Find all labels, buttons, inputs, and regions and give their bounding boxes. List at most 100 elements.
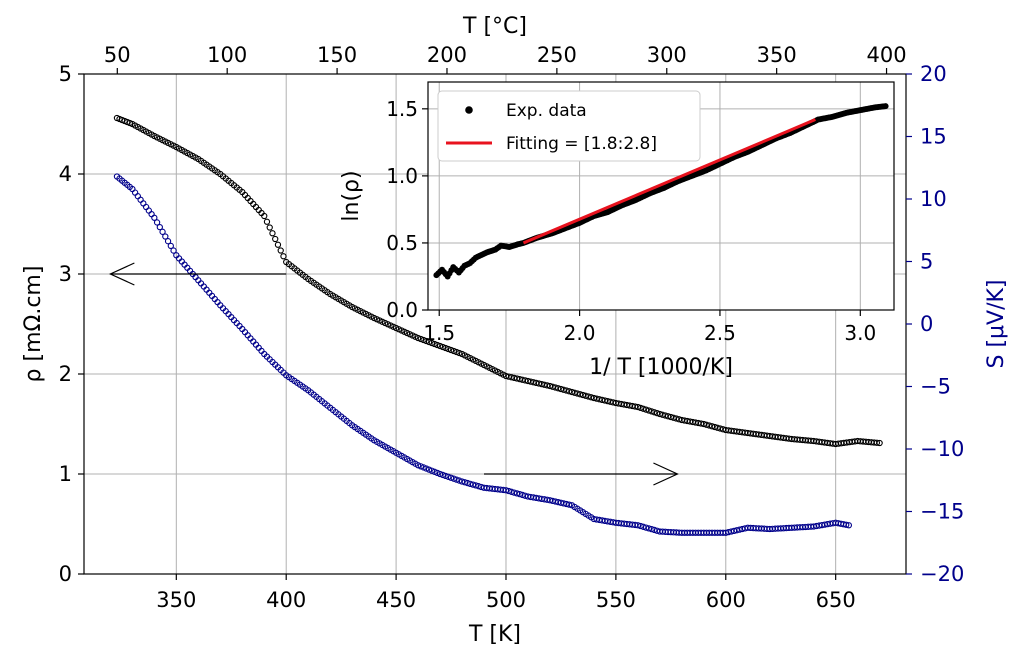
left-y-tick-label: 0 [59,562,72,586]
resistivity-point [714,424,721,431]
resistivity-point [568,388,576,396]
resistivity-point [442,344,449,352]
resistivity-point [425,338,433,346]
resistivity-point [272,235,279,243]
resistivity-point [445,345,452,353]
seebeck-point [456,477,463,484]
resistivity-point [708,423,716,430]
inset-y-tick-label: 1.0 [386,164,418,188]
seebeck-point [730,527,738,535]
resistivity-point [447,346,455,354]
resistivity-point [593,395,600,402]
inset-y-axis-title: ln(ρ) [339,170,364,221]
resistivity-point [538,380,545,388]
seebeck-point [845,522,853,529]
resistivity-point [637,404,644,412]
resistivity-point [598,396,606,404]
top-x-tick-label: 250 [537,43,577,67]
seebeck-point [134,193,141,200]
seebeck-point [513,490,521,497]
seebeck-point [142,203,150,211]
resistivity-point [261,212,268,220]
inset-legend: Exp. data Fitting = [1.8:2.8] [437,90,701,162]
seebeck-point [560,500,567,507]
seebeck-point [634,522,642,529]
seebeck-point [467,480,474,487]
seebeck-point [505,487,512,495]
resistivity-point [530,379,537,386]
seebeck-point [502,487,510,494]
resistivity-point [519,376,526,383]
resistivity-point [711,423,718,431]
resistivity-point [524,377,532,385]
right-y-tick-label: 10 [920,187,947,211]
seebeck-series [113,173,853,536]
resistivity-point [414,334,422,342]
resistivity-point [280,253,287,260]
seebeck-point [131,189,139,196]
resistivity-point [571,389,578,396]
resistivity-point [502,372,510,380]
resistivity-point [431,340,438,348]
top-x-tick-label: 350 [757,43,797,67]
top-x-tick-label: 200 [427,43,467,67]
resistivity-point [560,386,567,393]
bottom-x-axis-title: T [K] [468,622,521,647]
seebeck-point [450,475,457,482]
resistivity-point [642,406,650,413]
resistivity-point [700,420,707,428]
resistivity-point [670,414,677,421]
resistivity-point [453,348,460,356]
resistivity-point [535,380,543,387]
left-y-tick-label: 2 [59,362,72,386]
right-y-tick-label: −5 [920,375,951,399]
resistivity-point [601,397,609,404]
resistivity-point [876,439,883,447]
inset-x-tick-label: 3.0 [844,321,876,345]
resistivity-point [873,439,881,446]
resistivity-point [555,385,562,392]
resistivity-point [277,247,284,254]
resistivity-point [274,241,282,248]
seebeck-point [148,211,155,218]
seebeck-point [464,479,471,487]
seebeck-point [546,497,554,504]
right-y-tick-label: −20 [920,562,964,586]
inset-frame [427,81,895,311]
resistivity-point [420,336,427,344]
seebeck-point [522,492,529,499]
right-y-tick-label: −10 [920,437,964,461]
resistivity-point [703,421,710,428]
legend-box [437,90,701,162]
seebeck-point [156,223,163,231]
seebeck-point [651,526,658,534]
resistivity-point [527,378,534,385]
x-tick-label: 350 [156,588,196,612]
seebeck-point [552,498,559,505]
inset-x-axis-title: 1/ T [1000/K] [589,355,733,380]
x-tick-label: 650 [816,588,856,612]
seebeck-point [722,529,729,536]
resistivity-point [505,373,512,380]
resistivity-point [645,407,653,414]
seebeck-point [461,479,468,486]
seebeck-point [516,491,523,498]
resistivity-point [667,413,674,421]
seebeck-point [159,228,166,235]
resistivity-point [596,396,603,403]
legend-exp-label: Exp. data [506,101,587,121]
top-x-axis-title: T [°C] [462,14,527,39]
resistivity-point [577,391,584,398]
resistivity-point [269,230,276,237]
inset-fit-line [522,118,816,245]
seebeck-point [164,238,172,245]
seebeck-point [458,478,466,485]
seebeck-point [137,196,144,203]
resistivity-point [513,375,521,382]
top-x-tick-label: 100 [207,43,247,67]
resistivity-point [522,377,529,384]
resistivity-point [456,349,463,357]
resistivity-point [263,218,271,225]
top-x-tick-label: 50 [104,43,131,67]
